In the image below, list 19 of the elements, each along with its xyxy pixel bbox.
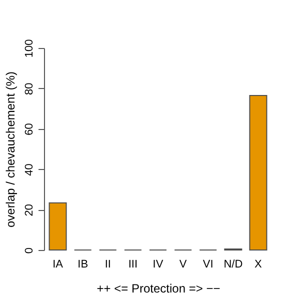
x-tick-label: VI — [202, 258, 214, 270]
bar — [48, 202, 67, 250]
y-tick-label: 40 — [24, 164, 36, 176]
x-tick-label: V — [179, 258, 188, 270]
x-tick-label: II — [104, 258, 111, 270]
bar — [249, 94, 268, 250]
x-tick-label: N/D — [224, 258, 243, 270]
y-tick-label: 100 — [24, 39, 36, 58]
y-tick-label: 60 — [24, 123, 36, 136]
y-tick-label: 20 — [24, 204, 36, 216]
x-tick-label: III — [128, 258, 138, 270]
x-tick-label: IV — [152, 258, 164, 270]
y-tick-label: 80 — [24, 82, 36, 96]
x-tick-label: IB — [78, 258, 88, 270]
y-tick-label: 0 — [24, 247, 36, 254]
x-tick-label: IA — [52, 258, 64, 270]
x-axis-title: ++ <= Protection => −− — [96, 282, 220, 296]
x-tick-label: X — [254, 258, 263, 270]
y-axis-title: overlap / chevauchement (%) — [4, 71, 18, 228]
